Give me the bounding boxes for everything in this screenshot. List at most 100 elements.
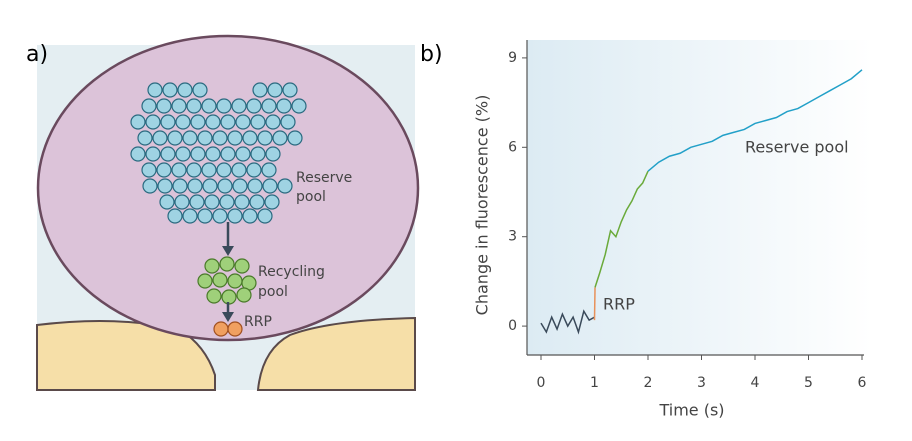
recycling-label: pool: [258, 284, 288, 300]
membrane-right: [256, 316, 416, 391]
y-tick-label: 9: [508, 50, 517, 66]
reserve-vesicle: [197, 130, 213, 146]
rrp-vesicle: [227, 321, 243, 337]
reserve-vesicle: [291, 98, 307, 114]
plot: 0 3 6 9 0 1 2 3 4 5 6 Time (s) Change in fluorescenc…: [473, 40, 867, 420]
recycling-vesicle: [204, 258, 220, 274]
reserve-vesicle: [182, 208, 198, 224]
recycling-vesicle: [227, 273, 243, 289]
y-tick-label: 0: [508, 318, 517, 334]
reserve-vesicle: [171, 162, 187, 178]
reserve-vesicle: [189, 194, 205, 210]
reserve-vesicle: [250, 114, 266, 130]
reserve-vesicle: [252, 82, 268, 98]
data-line: [540, 309, 595, 335]
reserve-vesicle: [137, 130, 153, 146]
reserve-vesicle: [204, 194, 220, 210]
recycling-vesicle: [221, 289, 237, 305]
reserve-vesicle: [147, 82, 163, 98]
y-tick-label: 3: [508, 229, 517, 245]
plot-background: [527, 40, 872, 355]
reserve-vesicle: [216, 162, 232, 178]
reserve-vesicle: [145, 114, 161, 130]
reserve-vesicle: [202, 178, 218, 194]
reserve-vesicle: [205, 146, 221, 162]
reserve-label: pool: [296, 189, 326, 205]
recycling-label: Recycling: [258, 264, 325, 280]
reserve-vesicle: [197, 208, 213, 224]
reserve-vesicle: [175, 146, 191, 162]
reserve-vesicle: [141, 98, 157, 114]
recycling-vesicle: [212, 272, 228, 288]
reserve-vesicle: [216, 98, 232, 114]
reserve-vesicle: [156, 162, 172, 178]
reserve-vesicle: [190, 114, 206, 130]
reserve-vesicle: [145, 146, 161, 162]
reserve-vesicle: [262, 178, 278, 194]
rrp-vesicle: [213, 321, 229, 337]
reserve-vesicle: [264, 194, 280, 210]
data-line: [647, 69, 863, 172]
reserve-vesicle: [160, 114, 176, 130]
reserve-vesicle: [177, 82, 193, 98]
x-axis-label: Time (s): [658, 401, 724, 420]
reserve-vesicle: [242, 208, 258, 224]
reserve-vesicle: [130, 114, 146, 130]
reserve-vesicle: [175, 114, 191, 130]
reserve-vesicle: [152, 130, 168, 146]
reserve-vesicle: [212, 208, 228, 224]
reserve-vesicle: [277, 178, 293, 194]
reserve-vesicle: [272, 130, 288, 146]
reserve-vesicle: [217, 178, 233, 194]
data-line: [594, 170, 649, 288]
reserve-vesicle: [174, 194, 190, 210]
x-tick-label: 4: [751, 375, 760, 391]
reserve-vesicle: [171, 98, 187, 114]
x-tick-label: 3: [697, 375, 706, 391]
reserve-vesicle: [227, 208, 243, 224]
x-tick-label: 6: [858, 375, 867, 391]
reserve-vesicle: [282, 82, 298, 98]
reserve-vesicle: [187, 178, 203, 194]
recycling-vesicle: [206, 288, 222, 304]
reserve-vesicle: [261, 98, 277, 114]
x-tick-label: 2: [644, 375, 653, 391]
recycling-vesicle: [236, 287, 252, 303]
panel-label: b): [420, 42, 443, 67]
reserve-vesicle: [160, 146, 176, 162]
reserve-vesicle: [159, 194, 175, 210]
reserve-vesicle: [220, 114, 236, 130]
reserve-vesicle: [162, 82, 178, 98]
reserve-vesicle: [265, 146, 281, 162]
x-tick-label: 1: [590, 375, 599, 391]
reserve-vesicle: [246, 98, 262, 114]
reserve-vesicle: [186, 162, 202, 178]
reserve-vesicle: [231, 162, 247, 178]
reserve-vesicle: [156, 98, 172, 114]
annotation: RRP: [603, 295, 635, 314]
arrowhead: [222, 312, 234, 322]
reserve-vesicle: [141, 162, 157, 178]
reserve-vesicle: [287, 130, 303, 146]
reserve-vesicle: [247, 178, 263, 194]
reserve-vesicle: [249, 194, 265, 210]
reserve-vesicle: [186, 98, 202, 114]
reserve-vesicle: [201, 162, 217, 178]
reserve-label: Reserve: [296, 170, 352, 186]
data-line: [593, 287, 596, 321]
reserve-vesicle: [201, 98, 217, 114]
reserve-vesicle: [246, 162, 262, 178]
reserve-vesicle: [220, 146, 236, 162]
reserve-vesicle: [235, 146, 251, 162]
reserve-vesicle: [265, 114, 281, 130]
recycling-vesicle: [197, 273, 213, 289]
reserve-vesicle: [234, 194, 250, 210]
reserve-vesicle: [212, 130, 228, 146]
reserve-vesicle: [172, 178, 188, 194]
reserve-vesicle: [192, 82, 208, 98]
vesicles: [130, 82, 307, 337]
reserve-vesicle: [232, 178, 248, 194]
reserve-vesicle: [182, 130, 198, 146]
y-axis-label: Change in fluorescence (%): [473, 95, 492, 316]
